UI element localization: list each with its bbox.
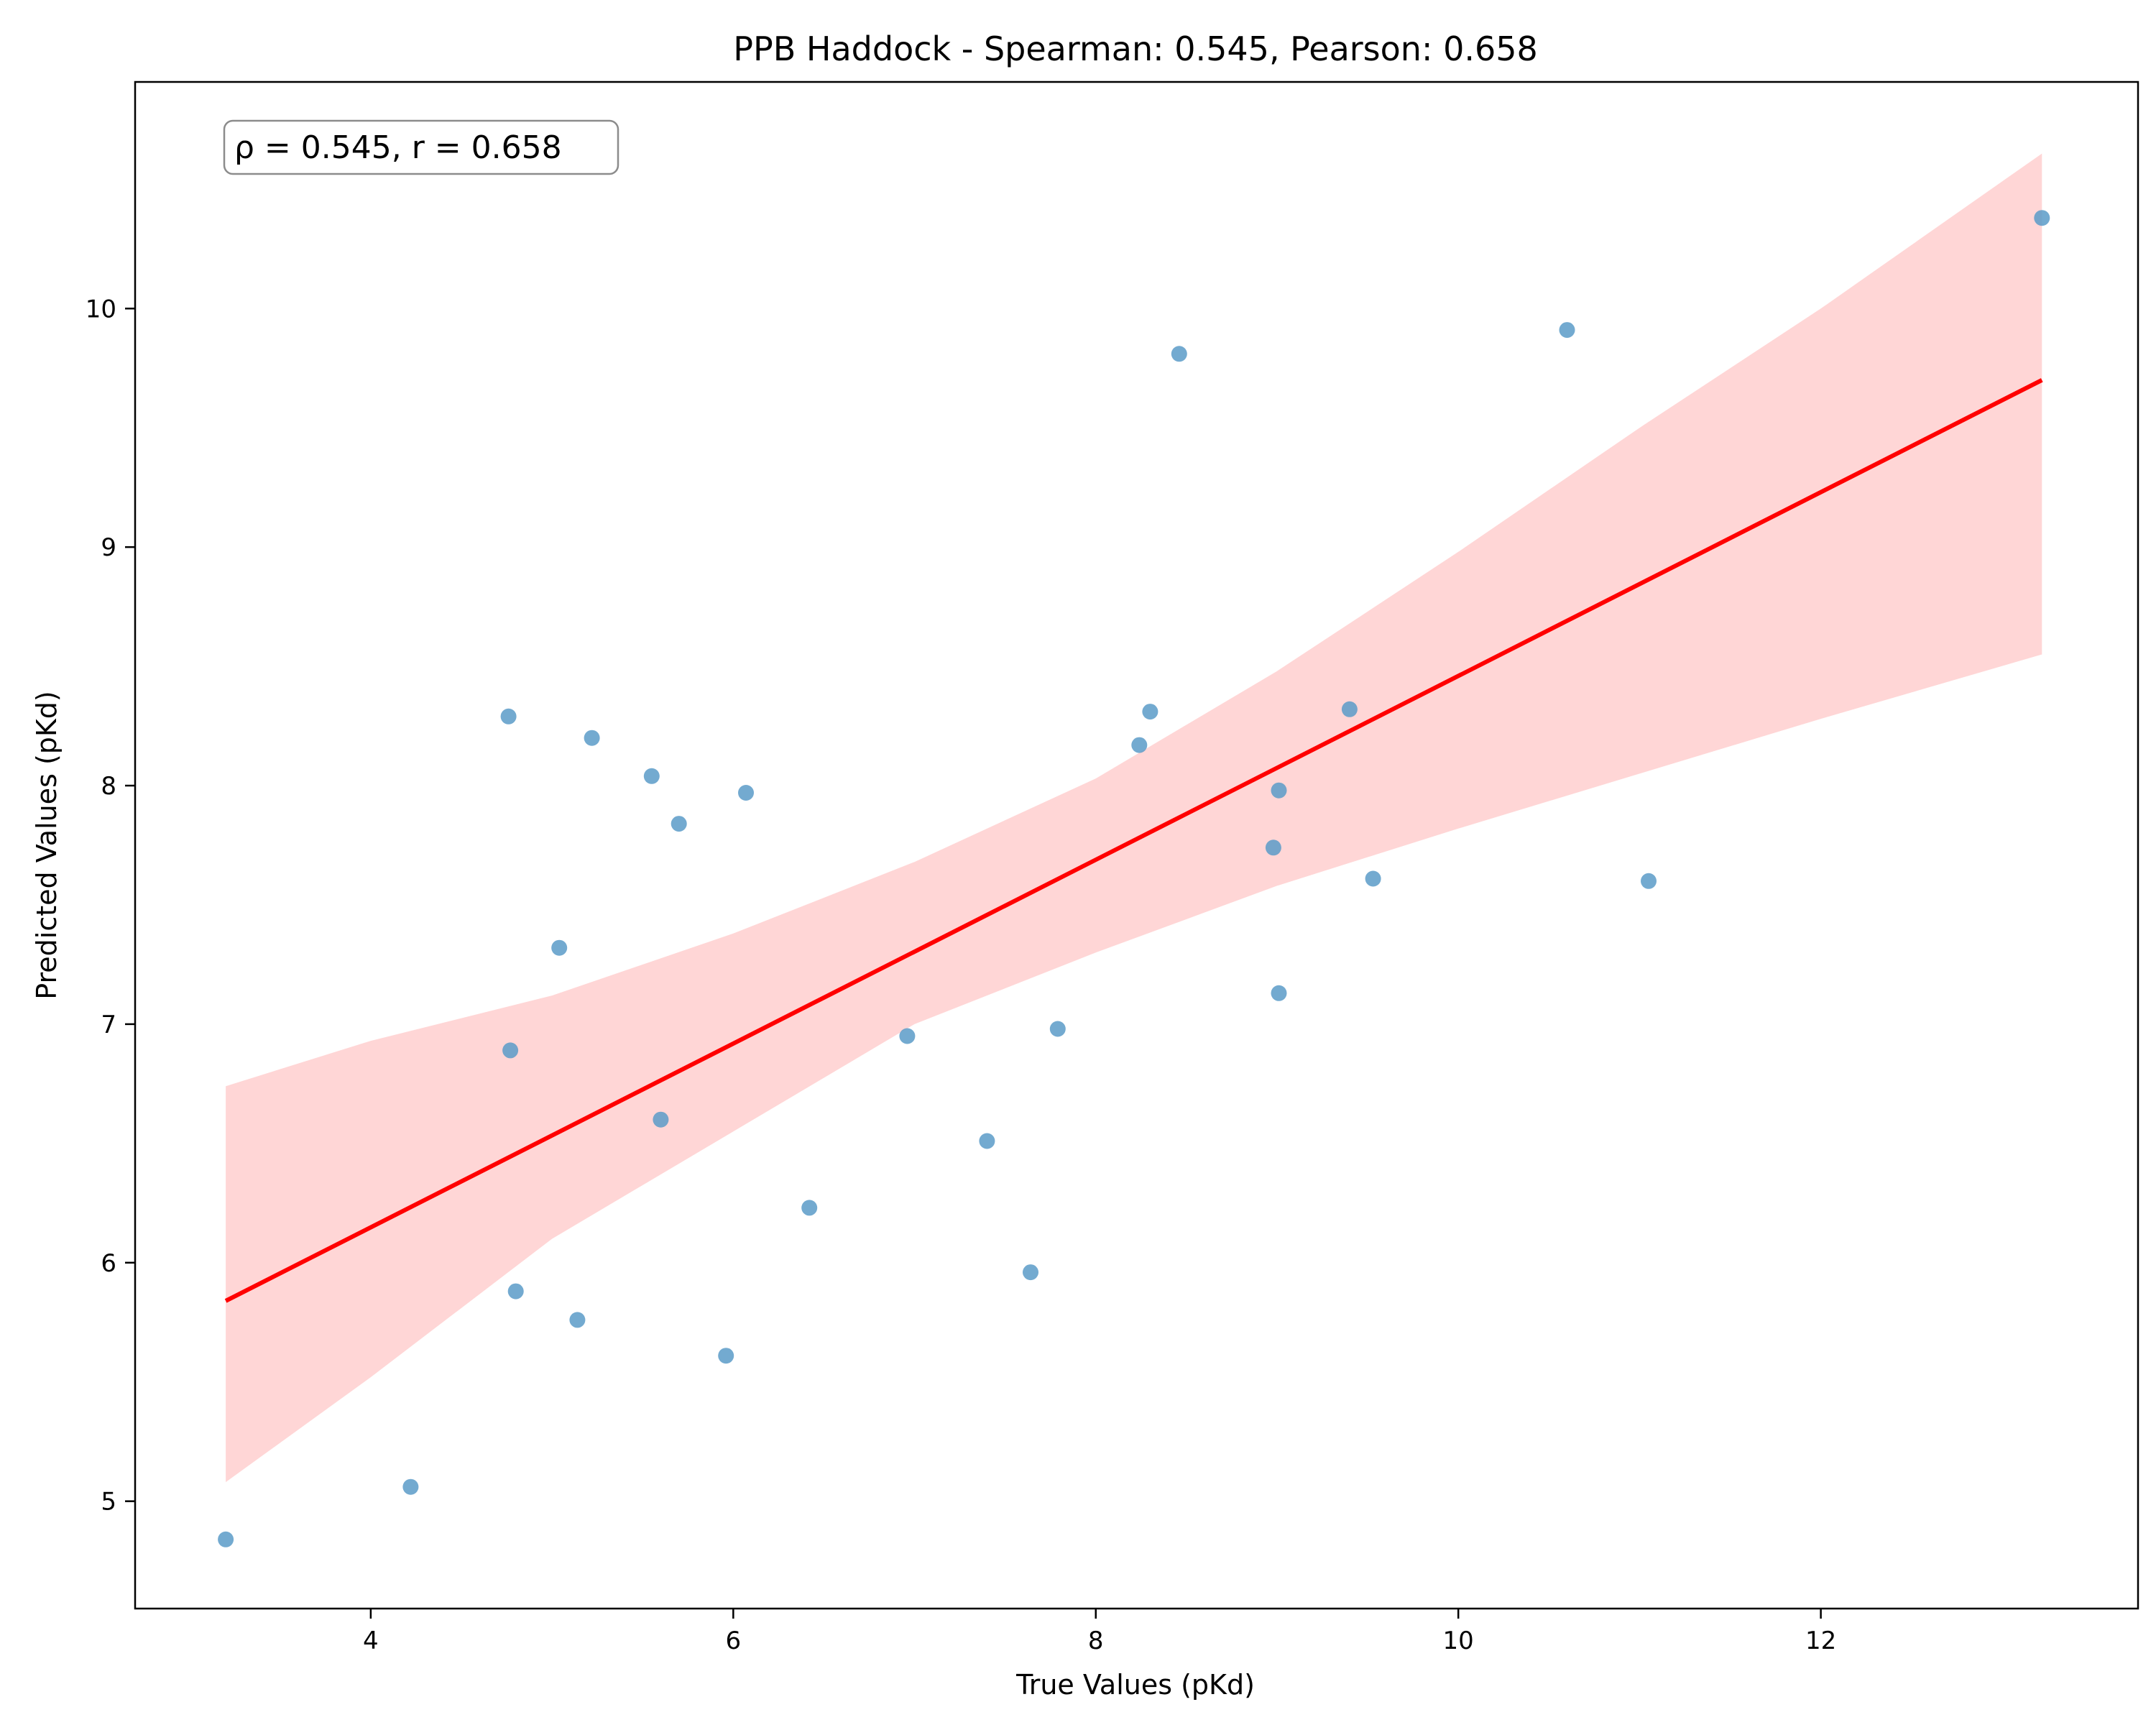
x-axis-label: True Values (pKd) [1015, 1669, 1255, 1701]
stats-box [223, 119, 619, 175]
y-tick-label: 10 [86, 295, 116, 323]
data-point [671, 816, 687, 832]
data-point [1265, 840, 1281, 856]
data-point [218, 1531, 234, 1547]
x-tick-label: 12 [1805, 1627, 1836, 1655]
data-point [1131, 737, 1148, 753]
stats-annotation: ρ = 0.545, r = 0.658 [223, 119, 619, 175]
y-axis-label: Predicted Values (pKd) [31, 691, 63, 1000]
data-point [718, 1348, 734, 1364]
confidence-band [226, 153, 2042, 1483]
data-point [502, 1042, 519, 1059]
y-axis-ticks: 5 6 7 8 9 10 [86, 295, 135, 1517]
y-tick-label: 8 [101, 772, 116, 801]
data-point [1023, 1264, 1038, 1281]
data-point [979, 1133, 995, 1149]
y-tick-label: 6 [101, 1249, 116, 1278]
regression-line [224, 378, 2043, 1303]
data-point [1641, 873, 1657, 889]
data-points [218, 210, 2050, 1547]
chart-title: PPB Haddock - Spearman: 0.545, Pearson: … [733, 29, 1538, 68]
data-point [643, 768, 660, 784]
data-point [1271, 782, 1287, 799]
data-point [738, 785, 754, 801]
data-point [1142, 704, 1158, 720]
x-tick-label: 4 [363, 1627, 379, 1655]
data-point [569, 1312, 586, 1328]
plot-frame [134, 80, 2139, 1610]
x-tick-label: 10 [1443, 1627, 1474, 1655]
data-point [1341, 701, 1358, 717]
y-tick-label: 7 [101, 1011, 116, 1039]
data-point [899, 1028, 916, 1044]
data-point [1559, 322, 1575, 339]
data-point [653, 1111, 669, 1128]
x-axis-ticks: 4 6 8 10 12 [363, 1609, 1836, 1655]
stats-text: ρ = 0.545, r = 0.658 [234, 129, 562, 166]
x-tick-label: 6 [725, 1627, 741, 1655]
data-point [1171, 346, 1187, 362]
data-point [1365, 870, 1381, 887]
data-point [801, 1200, 818, 1216]
data-point [584, 730, 600, 746]
data-point [507, 1283, 524, 1300]
y-tick-label: 5 [101, 1488, 116, 1517]
data-point [1271, 985, 1287, 1001]
x-tick-label: 8 [1088, 1627, 1104, 1655]
data-point [500, 708, 517, 724]
data-point [2034, 210, 2050, 226]
data-point [1049, 1021, 1066, 1037]
plot-area [218, 153, 2050, 1547]
y-tick-label: 9 [101, 533, 116, 562]
data-point [402, 1478, 419, 1495]
data-point [551, 939, 568, 956]
